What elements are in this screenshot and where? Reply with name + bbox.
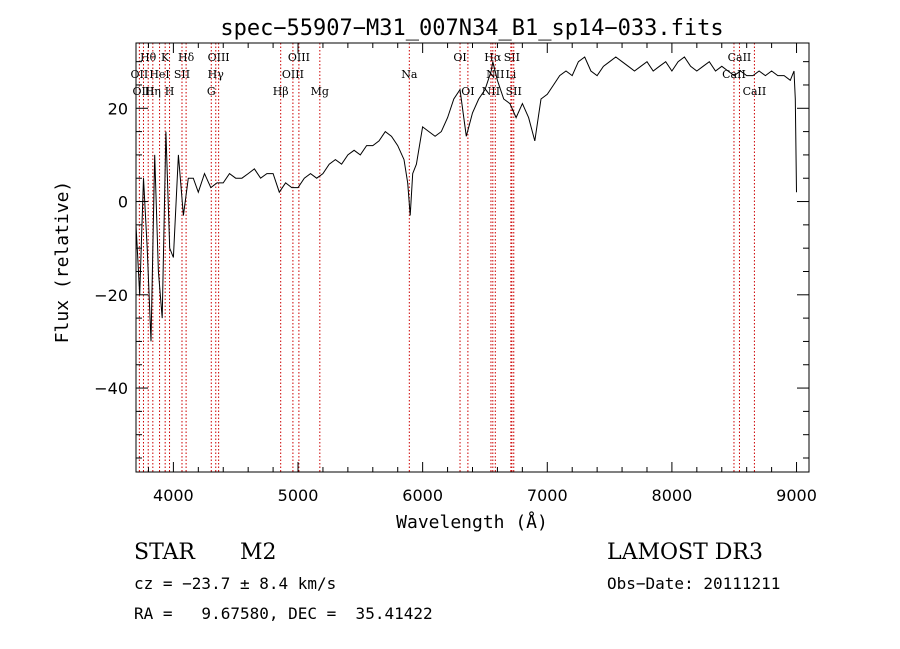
y-tick-label: −20 [94, 286, 128, 305]
line-label: NII [482, 85, 500, 98]
plot-frame [135, 42, 810, 473]
line-label: OIII [208, 51, 230, 64]
line-label: OIII [288, 51, 310, 64]
line-label: Hβ [273, 85, 289, 98]
line-label: SII [504, 51, 520, 64]
line-label: CaII [722, 68, 746, 81]
redshift-text: cz = −23.7 ± 8.4 km/s [134, 574, 337, 593]
y-tick-label: −40 [94, 379, 128, 398]
line-label: OI [461, 85, 474, 98]
line-label: Hα [484, 51, 502, 64]
coordinates-text: RA = 9.67580, DEC = 35.41422 [134, 604, 433, 623]
line-label: Hη [145, 85, 161, 98]
x-tick-label: 9000 [776, 486, 817, 505]
x-tick-label: 8000 [652, 486, 693, 505]
line-label: K [161, 51, 170, 64]
line-label: Hδ [178, 51, 195, 64]
object-subclass: M2 [240, 540, 277, 565]
x-axis-label: Wavelength (Å) [396, 511, 548, 533]
line-label: Mg [311, 85, 329, 98]
line-label: G [207, 85, 216, 98]
chart-title: spec−55907−M31_007N34_B1_sp14−033.fits [220, 16, 723, 41]
line-label: OII [131, 68, 149, 81]
y-tick-label: 20 [108, 99, 128, 118]
observation-date: Obs−Date: 20111211 [607, 574, 781, 593]
x-tick-label: 7000 [527, 486, 568, 505]
line-label: SII [506, 85, 522, 98]
line-label: SII [174, 68, 190, 81]
line-label: OIII [132, 85, 154, 98]
line-label: Na [401, 68, 418, 81]
spectrum-layer [135, 56, 797, 342]
x-tick-label: 4000 [153, 486, 194, 505]
line-label: HeI [149, 68, 169, 81]
line-label: H [165, 85, 175, 98]
spectrum-line [135, 56, 797, 342]
line-label: CaII [743, 85, 767, 98]
line-label: Li [505, 68, 516, 81]
y-axis-label: Flux (relative) [52, 181, 73, 344]
line-label: Hγ [208, 68, 225, 81]
survey-name: LAMOST DR3 [607, 540, 763, 565]
axis-ticks: 4000 5000 6000 7000 8000 9000 −40 −20 0 20 [94, 43, 817, 505]
object-class: STAR [134, 540, 195, 565]
y-tick-label: 0 [118, 193, 128, 212]
line-label: CaII [728, 51, 752, 64]
x-tick-label: 6000 [402, 486, 443, 505]
spectral-line-markers: Hθ OII OIII K HeI Hη H Hδ SII OIII Hγ G Hβ OIII OIII Mg… [131, 43, 767, 472]
line-label: Hθ [140, 51, 157, 64]
line-label: OIII [282, 68, 304, 81]
line-label: OI [453, 51, 466, 64]
x-tick-label: 5000 [278, 486, 319, 505]
